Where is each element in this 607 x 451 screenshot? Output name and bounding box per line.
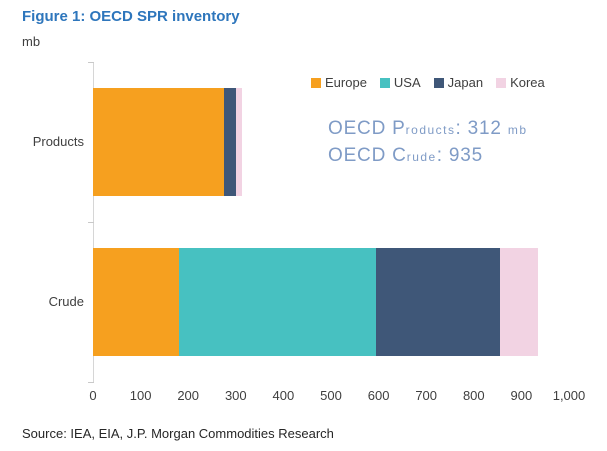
bar-segment-products-korea	[235, 88, 242, 196]
legend-swatch-europe-icon	[311, 77, 321, 88]
x-tick-label-300: 300	[224, 388, 247, 403]
legend-swatch-usa-icon	[379, 77, 390, 88]
x-tick-label-1000: 1,000	[552, 388, 586, 403]
bar-segment-crude-europe	[93, 248, 179, 356]
legend-item-korea: Korea	[496, 75, 545, 90]
annotation-text: mb	[507, 123, 528, 137]
annotation-block: OECD Products: 312 mb OECD Crude: 935	[328, 116, 528, 170]
y-axis-tick	[88, 62, 94, 63]
annotation-text: rude	[406, 150, 437, 164]
legend-label-europe: Europe	[325, 75, 367, 90]
bar-segment-crude-usa	[178, 248, 377, 356]
legend-label-korea: Korea	[510, 75, 545, 90]
source-note: Source: IEA, EIA, J.P. Morgan Commoditie…	[22, 426, 334, 441]
category-label-crude: Crude	[48, 294, 84, 309]
legend-item-usa: USA	[379, 75, 421, 90]
annotation-text: : 935	[436, 145, 483, 166]
x-tick-label-900: 900	[510, 388, 533, 403]
x-tick-label-800: 800	[462, 388, 485, 403]
bar-segment-crude-korea	[499, 248, 539, 356]
legend: Europe USA Japan Korea	[311, 75, 545, 90]
annotation-crude: OECD Crude: 935	[328, 143, 528, 170]
legend-swatch-japan-icon	[433, 77, 444, 88]
legend-label-usa: USA	[393, 75, 421, 90]
legend-item-japan: Japan	[433, 75, 484, 90]
bar-segment-products-europe	[93, 88, 224, 196]
x-tick-label-700: 700	[415, 388, 438, 403]
x-tick-label-400: 400	[272, 388, 295, 403]
bar-products	[93, 88, 569, 196]
bar-crude	[93, 248, 569, 356]
x-tick-label-100: 100	[129, 388, 152, 403]
annotation-text: OECD C	[328, 145, 407, 166]
legend-label-japan: Japan	[447, 75, 484, 90]
annotation-text: roducts	[405, 123, 456, 137]
x-tick-label-500: 500	[320, 388, 342, 403]
annotation-text: OECD P	[328, 118, 406, 139]
y-axis-tick	[88, 222, 94, 223]
bar-segment-crude-japan	[376, 248, 500, 356]
annotation-text: : 312	[455, 118, 508, 139]
bar-segment-products-japan	[223, 88, 236, 196]
axis-unit-label: mb	[22, 34, 41, 49]
legend-swatch-korea-icon	[496, 77, 507, 88]
category-label-products: Products	[32, 134, 84, 149]
x-tick-label-0: 0	[89, 388, 97, 403]
annotation-products: OECD Products: 312 mb	[328, 116, 528, 143]
figure-title: Figure 1: OECD SPR inventory	[22, 8, 240, 25]
x-tick-label-200: 200	[177, 388, 200, 403]
y-axis-tick	[88, 382, 94, 383]
legend-item-europe: Europe	[311, 75, 367, 90]
x-tick-label-600: 600	[367, 388, 390, 403]
